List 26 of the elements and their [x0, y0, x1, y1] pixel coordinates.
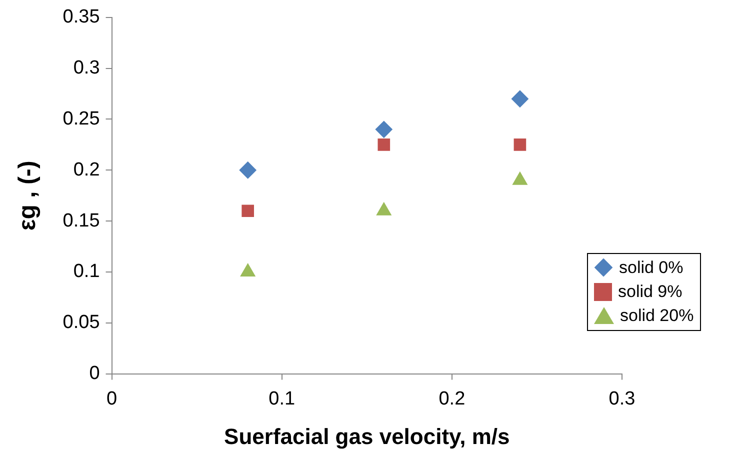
legend-label: solid 9% — [618, 282, 682, 302]
x-tick-label: 0.3 — [608, 388, 636, 410]
point — [511, 90, 528, 108]
point — [240, 263, 256, 276]
point — [512, 172, 528, 185]
point — [375, 120, 392, 138]
x-tick-label: 0.2 — [438, 388, 466, 410]
y-tick-label: 0.15 — [62, 210, 100, 232]
y-tick-label: 0.3 — [73, 58, 100, 79]
y-tick-label: 0.2 — [73, 159, 100, 180]
y-tick-label: 0.05 — [62, 312, 100, 334]
point — [376, 202, 392, 216]
y-tick-label: 0 — [89, 363, 100, 384]
y-tick-label: 0.1 — [73, 261, 100, 282]
point — [514, 138, 526, 151]
x-tick-label: 0.1 — [268, 388, 296, 410]
point — [378, 138, 390, 151]
y-axis-title: εg , (-) — [14, 160, 42, 231]
x-tick-label: 0 — [106, 388, 118, 410]
legend-label: solid 20% — [620, 306, 694, 326]
x-axis-title: Suerfacial gas velocity, m/s — [224, 424, 510, 449]
y-tick-label: 0.25 — [62, 108, 100, 130]
point — [242, 204, 254, 218]
y-tick-label: 0.35 — [62, 6, 100, 28]
legend-label: solid 0% — [619, 258, 684, 278]
point — [239, 162, 256, 179]
